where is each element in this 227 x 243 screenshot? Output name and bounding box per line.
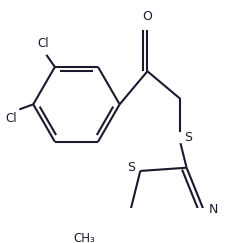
- Text: Cl: Cl: [5, 112, 17, 125]
- Text: CH₃: CH₃: [73, 232, 95, 243]
- Text: N: N: [208, 203, 217, 216]
- Text: O: O: [142, 10, 152, 23]
- Text: S: S: [183, 130, 191, 144]
- Text: Cl: Cl: [37, 37, 49, 50]
- Text: S: S: [126, 162, 134, 174]
